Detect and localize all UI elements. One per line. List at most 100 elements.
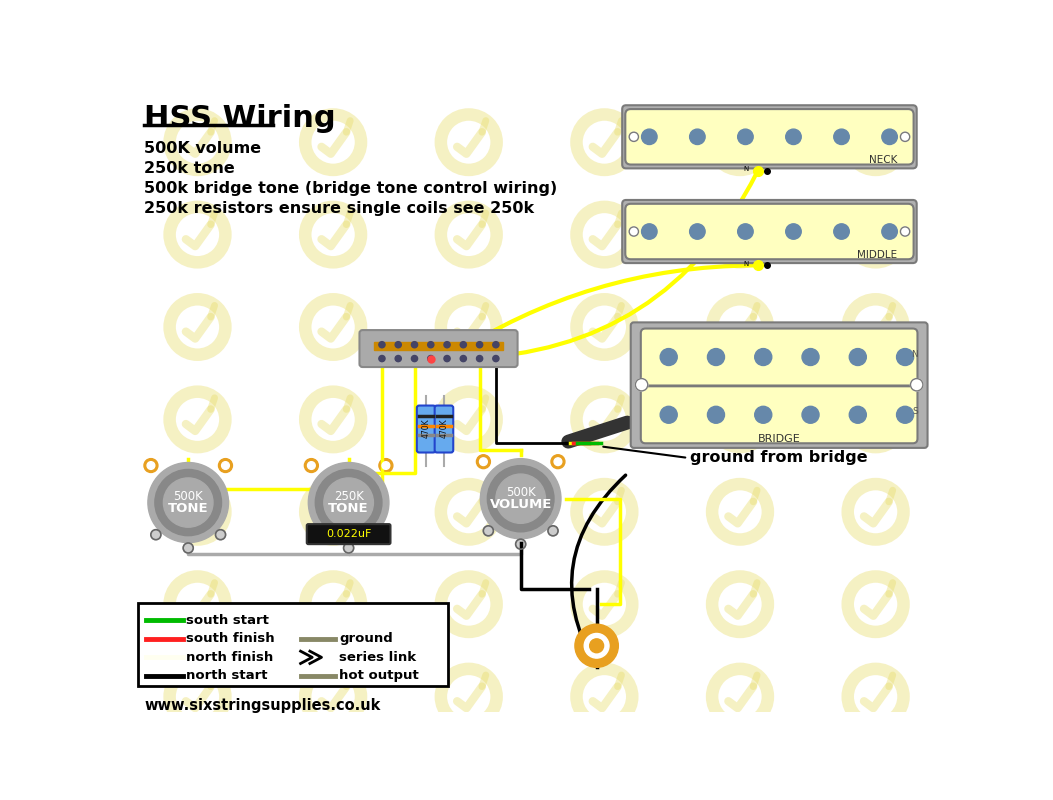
Circle shape [376,530,386,540]
Circle shape [690,224,706,239]
Text: VOLUME: VOLUME [490,498,552,511]
Text: south start: south start [186,614,269,627]
Circle shape [488,466,554,532]
Circle shape [379,458,393,473]
Circle shape [496,474,545,523]
Circle shape [304,458,318,473]
Circle shape [896,349,914,366]
FancyBboxPatch shape [417,406,436,453]
Circle shape [786,129,801,145]
FancyBboxPatch shape [622,200,917,263]
FancyBboxPatch shape [622,106,917,168]
FancyBboxPatch shape [435,406,453,453]
Circle shape [144,458,158,473]
Circle shape [460,355,466,362]
Circle shape [755,349,772,366]
Circle shape [379,355,385,362]
Circle shape [802,349,819,366]
Circle shape [755,406,772,423]
Circle shape [575,624,618,667]
Circle shape [444,355,450,362]
Circle shape [221,462,230,470]
FancyBboxPatch shape [641,329,917,386]
Circle shape [324,478,374,527]
Text: series link: series link [339,651,416,664]
Circle shape [147,462,229,542]
Circle shape [850,406,867,423]
Text: north start: north start [186,670,267,682]
Circle shape [708,406,724,423]
Circle shape [412,355,418,362]
Circle shape [395,355,401,362]
Circle shape [477,342,482,348]
Circle shape [395,342,401,348]
Circle shape [738,129,753,145]
Text: 250k resistors ensure single coils see 250k: 250k resistors ensure single coils see 2… [144,201,534,216]
Circle shape [315,470,382,536]
Circle shape [881,129,897,145]
Text: HSS Wiring: HSS Wiring [144,104,336,133]
Text: 500K: 500K [505,486,536,499]
Circle shape [548,526,558,536]
Circle shape [786,224,801,239]
Text: N: N [743,261,749,267]
Circle shape [590,639,603,653]
Text: 500K: 500K [174,490,203,503]
Circle shape [554,458,562,466]
Circle shape [493,342,499,348]
Circle shape [896,406,914,423]
Circle shape [428,355,434,362]
Text: 500K volume: 500K volume [144,141,261,156]
Circle shape [183,543,194,553]
Circle shape [900,132,910,142]
Circle shape [660,406,677,423]
Circle shape [641,224,657,239]
Text: south finish: south finish [186,632,275,646]
Circle shape [412,342,418,348]
Circle shape [480,458,561,538]
Text: 250k tone: 250k tone [144,161,235,176]
FancyBboxPatch shape [359,330,518,367]
Text: N: N [912,350,918,359]
Text: 500k bridge tone (bridge tone control wiring): 500k bridge tone (bridge tone control wi… [144,181,557,196]
Circle shape [151,530,161,540]
Bar [138,602,448,686]
Circle shape [483,526,494,536]
Circle shape [343,543,354,553]
Circle shape [834,224,850,239]
Text: BRIDGE: BRIDGE [757,434,800,444]
Text: north finish: north finish [186,651,273,664]
Circle shape [444,342,450,348]
Circle shape [147,462,155,470]
Circle shape [493,355,499,362]
Circle shape [584,634,609,658]
Circle shape [312,530,321,540]
FancyBboxPatch shape [631,322,928,448]
Text: hot output: hot output [339,670,419,682]
Circle shape [708,349,724,366]
Circle shape [850,349,867,366]
FancyBboxPatch shape [306,524,391,544]
Text: ground from bridge: ground from bridge [690,450,868,466]
Circle shape [479,458,488,466]
Circle shape [460,342,466,348]
Circle shape [163,478,213,527]
FancyBboxPatch shape [625,109,914,165]
Text: www.sixstringsupplies.co.uk: www.sixstringsupplies.co.uk [144,698,380,713]
Circle shape [635,378,648,391]
Circle shape [690,129,706,145]
Circle shape [476,454,491,469]
Circle shape [881,224,897,239]
Circle shape [660,349,677,366]
Circle shape [477,355,482,362]
Circle shape [630,132,638,142]
Text: 0.022uF: 0.022uF [326,529,372,539]
Circle shape [218,458,233,473]
Circle shape [216,530,225,540]
Circle shape [641,129,657,145]
Circle shape [911,378,922,391]
Circle shape [630,227,638,236]
Bar [374,342,503,350]
Circle shape [516,539,525,549]
Text: TONE: TONE [329,502,369,515]
